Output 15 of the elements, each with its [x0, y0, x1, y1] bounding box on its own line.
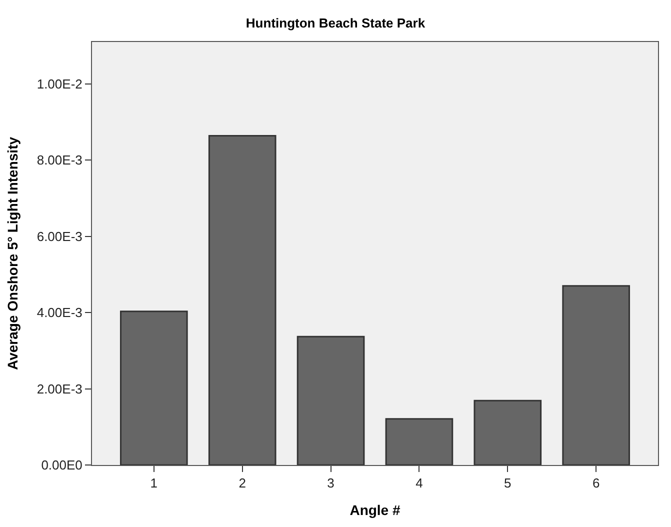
x-tick-label: 3 [327, 476, 334, 491]
x-tick-label: 6 [592, 476, 600, 491]
x-tick-label: 1 [150, 476, 158, 491]
x-tick-label: 5 [504, 476, 512, 491]
y-axis-title: Average Onshore 5° Light Intensity [4, 136, 20, 370]
y-tick-label: 8.00E-3 [36, 152, 82, 168]
y-tick-label: 1.00E-2 [36, 76, 82, 92]
y-tick-label: 4.00E-3 [36, 305, 82, 320]
y-tick-label: 6.00E-3 [36, 228, 82, 244]
x-axis-title: Angle # [350, 502, 400, 518]
chart-title: Huntington Beach State Park [246, 16, 426, 31]
y-tick-label: 2.00E-3 [36, 381, 82, 396]
x-tick-label: 2 [238, 476, 246, 491]
x-tick-label: 4 [416, 476, 423, 491]
y-tick-label: 0.00E0 [41, 458, 82, 473]
